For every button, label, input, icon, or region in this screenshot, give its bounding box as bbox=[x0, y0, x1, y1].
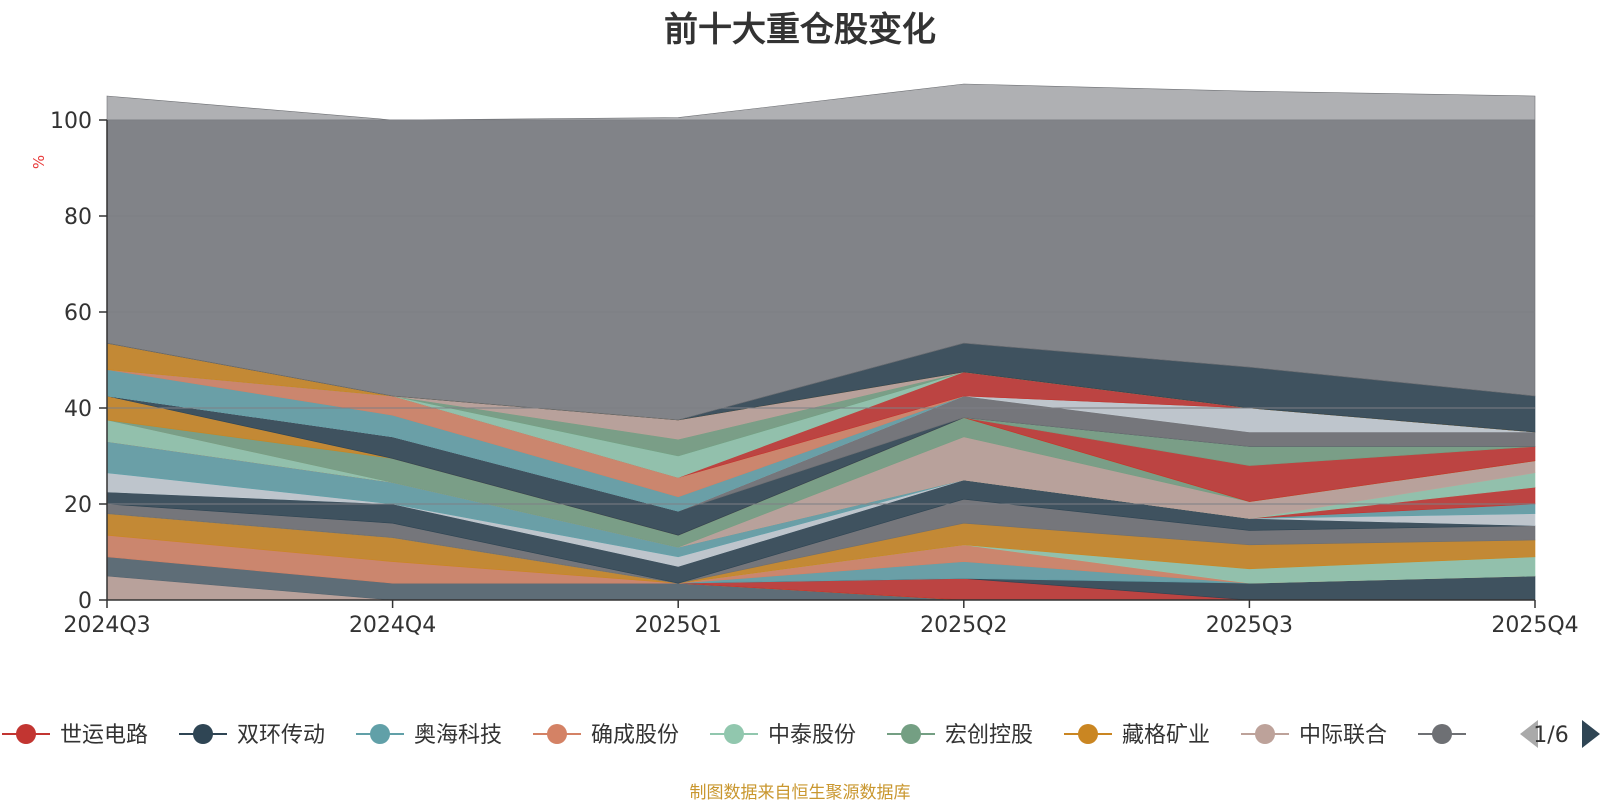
legend-item[interactable]: 藏格矿业 bbox=[1064, 723, 1210, 748]
y-tick-label: 40 bbox=[64, 397, 92, 422]
legend-item[interactable] bbox=[1418, 724, 1466, 744]
x-tick-label: 2024Q4 bbox=[349, 613, 436, 638]
x-tick-label: 2025Q1 bbox=[635, 613, 722, 638]
legend-item[interactable]: 奥海科技 bbox=[356, 723, 502, 748]
legend-marker bbox=[16, 724, 36, 744]
legend-label: 奥海科技 bbox=[414, 723, 502, 748]
legend-prev-icon[interactable] bbox=[1520, 720, 1538, 748]
legend-marker bbox=[193, 724, 213, 744]
source-note: 制图数据来自恒生聚源数据库 bbox=[689, 783, 911, 803]
y-tick-label: 60 bbox=[64, 301, 92, 326]
legend-marker bbox=[1078, 724, 1098, 744]
legend-item[interactable]: 双环传动 bbox=[179, 723, 325, 748]
legend-item[interactable]: 宏创控股 bbox=[887, 723, 1033, 748]
legend-label: 藏格矿业 bbox=[1122, 723, 1210, 748]
legend-page-indicator: 1/6 bbox=[1533, 723, 1568, 748]
x-tick-label: 2025Q3 bbox=[1206, 613, 1293, 638]
y-tick-label: 100 bbox=[50, 109, 92, 134]
chart-title: 前十大重仓股变化 bbox=[664, 10, 936, 50]
y-axis-label: % bbox=[30, 155, 48, 169]
legend-marker bbox=[370, 724, 390, 744]
x-tick-label: 2025Q2 bbox=[920, 613, 1007, 638]
y-tick-label: 20 bbox=[64, 493, 92, 518]
legend-label: 中泰股份 bbox=[768, 723, 856, 748]
legend-label: 世运电路 bbox=[60, 723, 148, 748]
legend-marker bbox=[547, 724, 567, 744]
legend-item[interactable]: 世运电路 bbox=[2, 723, 148, 748]
area-series[interactable] bbox=[106, 83, 1536, 421]
legend-item[interactable]: 中际联合 bbox=[1241, 723, 1387, 748]
legend-label: 中际联合 bbox=[1299, 723, 1387, 748]
y-tick-label: 0 bbox=[78, 589, 92, 614]
legend-marker bbox=[1255, 724, 1275, 744]
legend-label: 宏创控股 bbox=[945, 723, 1033, 748]
x-tick-label: 2025Q4 bbox=[1491, 613, 1578, 638]
legend-item[interactable]: 中泰股份 bbox=[710, 723, 856, 748]
legend-marker bbox=[724, 724, 744, 744]
legend-label: 确成股份 bbox=[591, 723, 679, 748]
y-tick-label: 80 bbox=[64, 205, 92, 230]
x-tick-label: 2024Q3 bbox=[63, 613, 150, 638]
legend-item[interactable]: 确成股份 bbox=[533, 723, 679, 748]
legend-marker bbox=[901, 724, 921, 744]
legend-label: 双环传动 bbox=[237, 723, 325, 748]
legend-marker bbox=[1432, 724, 1452, 744]
legend-next-icon[interactable] bbox=[1582, 720, 1600, 748]
